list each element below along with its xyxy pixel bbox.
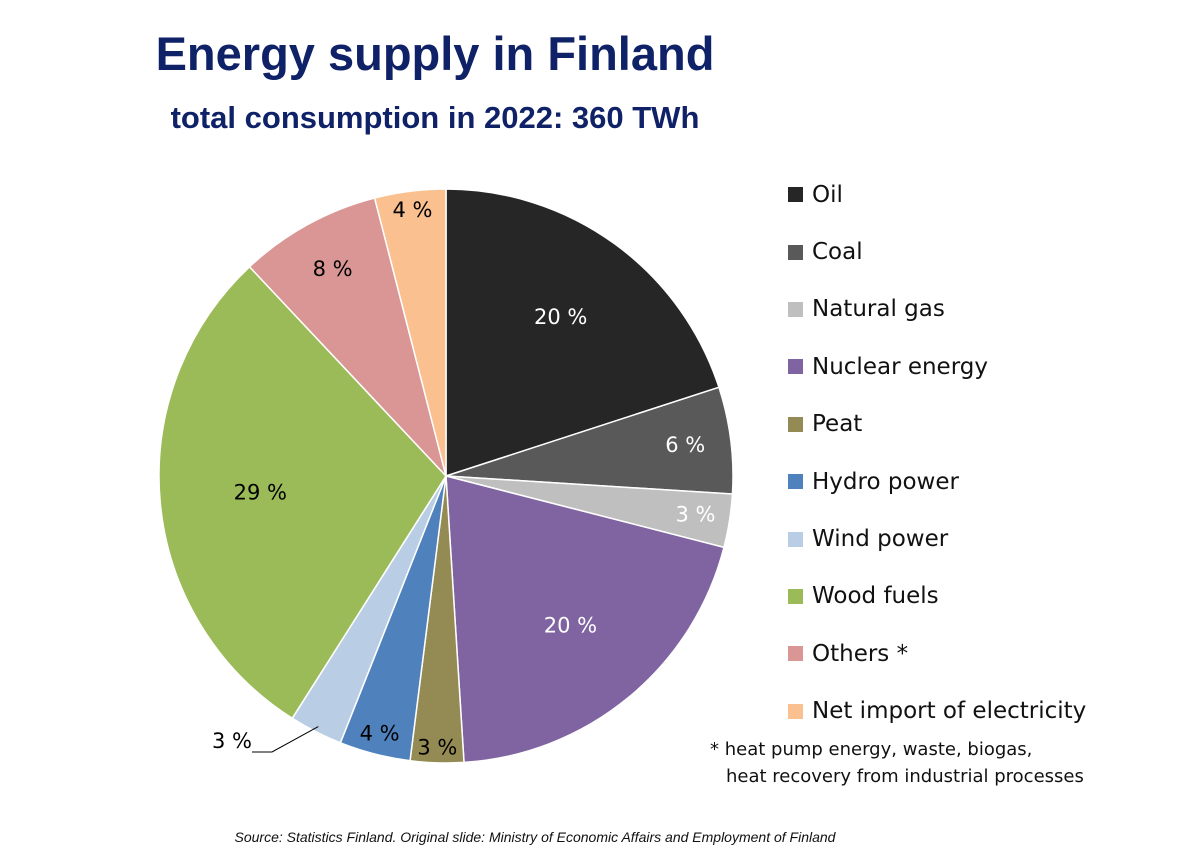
pie-slice-net-import-of-electricity (373, 188, 447, 477)
pie-slice-others (248, 197, 447, 477)
legend-swatch (788, 588, 803, 604)
legend-swatch (788, 646, 803, 662)
slice-label-natural-gas: 3 % (676, 503, 716, 527)
footnote: * heat pump energy, waste, biogas, heat … (710, 736, 1084, 790)
slice-label-others: 8 % (313, 257, 353, 281)
chart-title: Energy supply in Finland (155, 27, 715, 80)
source-note: Source: Statistics Finland. Original sli… (234, 829, 836, 845)
legend-swatch (788, 703, 803, 719)
legend-item-nuclear-energy: Nuclear energy (788, 338, 1086, 395)
legend-swatch (788, 416, 803, 432)
legend-item-natural-gas: Natural gas (788, 281, 1086, 338)
leader-line-wind-power (252, 726, 319, 753)
slice-label-net-import-of-electricity: 4 % (393, 198, 433, 222)
footnote-line-2: heat recovery from industrial processes (726, 766, 1084, 787)
pie-slice-labels: 20 % 6 % 3 % 20 % 3 % 4 % 3 % 29 % 8 % 4 % (212, 198, 716, 759)
pie-slices (158, 188, 734, 764)
legend-item-hydro-power: Hydro power (788, 453, 1086, 510)
chart-subtitle: total consumption in 2022: 360 TWh (170, 100, 700, 135)
legend-item-wind-power: Wind power (788, 510, 1086, 567)
legend-swatch (788, 301, 803, 317)
legend-label: Coal (812, 239, 863, 266)
slice-label-wind-power: 3 % (212, 729, 252, 753)
legend-item-oil: Oil (788, 166, 1086, 223)
legend-label: Natural gas (812, 296, 945, 323)
legend-label: Wind power (812, 526, 949, 553)
slice-label-peat: 3 % (417, 736, 457, 760)
pie-slice-wood-fuels (158, 265, 447, 720)
pie-slice-nuclear-energy (445, 475, 725, 764)
footnote-line-1: * heat pump energy, waste, biogas, (710, 739, 1033, 760)
legend-swatch (788, 474, 803, 490)
pie-slice-oil (445, 188, 720, 478)
legend-label: Others * (812, 640, 909, 667)
legend-label: Net import of electricity (812, 698, 1087, 725)
legend-item-peat: Peat (788, 396, 1086, 453)
legend-swatch (788, 244, 803, 260)
legend-item-others: Others * (788, 625, 1086, 682)
slice-label-hydro-power: 4 % (360, 722, 400, 746)
legend-item-net-import-of-electricity: Net import of electricity (788, 683, 1086, 740)
legend-label: Hydro power (812, 468, 959, 495)
slice-label-coal: 6 % (665, 433, 705, 457)
legend-swatch (788, 187, 803, 203)
legend-item-coal: Coal (788, 223, 1086, 280)
pie-leader-lines (252, 726, 319, 753)
legend-swatch (788, 359, 803, 375)
legend-label: Wood fuels (812, 583, 939, 610)
slice-label-oil: 20 % (534, 305, 587, 329)
slice-label-nuclear-energy: 20 % (544, 613, 597, 637)
legend-label: Oil (812, 181, 843, 208)
legend-label: Peat (812, 411, 863, 438)
legend-label: Nuclear energy (812, 353, 988, 380)
legend-swatch (788, 531, 803, 547)
slice-label-wood-fuels: 29 % (234, 481, 287, 505)
chart-legend: Oil Coal Natural gas Nuclear energy Peat Hydr… (788, 166, 1086, 740)
legend-item-wood-fuels: Wood fuels (788, 568, 1086, 625)
